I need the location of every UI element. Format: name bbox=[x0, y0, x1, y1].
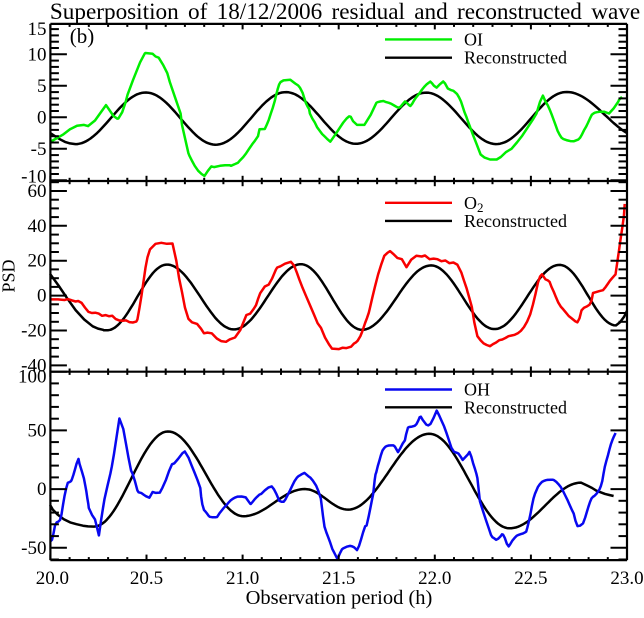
svg-text:22.5: 22.5 bbox=[514, 568, 547, 589]
svg-text:0: 0 bbox=[37, 107, 47, 128]
svg-text:20: 20 bbox=[28, 251, 47, 272]
svg-text:15: 15 bbox=[28, 19, 47, 40]
svg-text:21.0: 21.0 bbox=[226, 568, 259, 589]
svg-text:-5: -5 bbox=[31, 139, 47, 160]
svg-text:23.0: 23.0 bbox=[610, 568, 643, 589]
svg-text:0: 0 bbox=[37, 479, 47, 500]
svg-text:Superposition of 18/12/2006 re: Superposition of 18/12/2006 residual and… bbox=[50, 0, 640, 25]
svg-text:PSD: PSD bbox=[0, 259, 18, 292]
svg-text:40: 40 bbox=[28, 216, 47, 237]
svg-text:-40: -40 bbox=[21, 355, 46, 376]
svg-text:-50: -50 bbox=[21, 538, 46, 559]
svg-text:100: 100 bbox=[18, 366, 47, 387]
svg-text:0: 0 bbox=[37, 286, 47, 307]
svg-text:20.5: 20.5 bbox=[130, 568, 163, 589]
svg-text:21.5: 21.5 bbox=[322, 568, 355, 589]
svg-text:OH: OH bbox=[464, 380, 490, 400]
svg-text:10: 10 bbox=[28, 44, 47, 65]
svg-text:50: 50 bbox=[28, 420, 47, 441]
svg-text:-20: -20 bbox=[21, 320, 46, 341]
svg-text:OI: OI bbox=[464, 29, 483, 49]
svg-text:60: 60 bbox=[28, 181, 47, 202]
svg-text:Reconstructed: Reconstructed bbox=[464, 397, 567, 417]
svg-text:-10: -10 bbox=[21, 166, 46, 187]
svg-text:Reconstructed: Reconstructed bbox=[464, 48, 567, 68]
svg-text:22.0: 22.0 bbox=[418, 568, 451, 589]
svg-text:20.0: 20.0 bbox=[36, 568, 69, 589]
svg-text:(b): (b) bbox=[70, 24, 95, 48]
svg-text:Observation period (h): Observation period (h) bbox=[246, 587, 433, 609]
svg-text:5: 5 bbox=[37, 76, 47, 97]
svg-text:Reconstructed: Reconstructed bbox=[464, 211, 567, 231]
